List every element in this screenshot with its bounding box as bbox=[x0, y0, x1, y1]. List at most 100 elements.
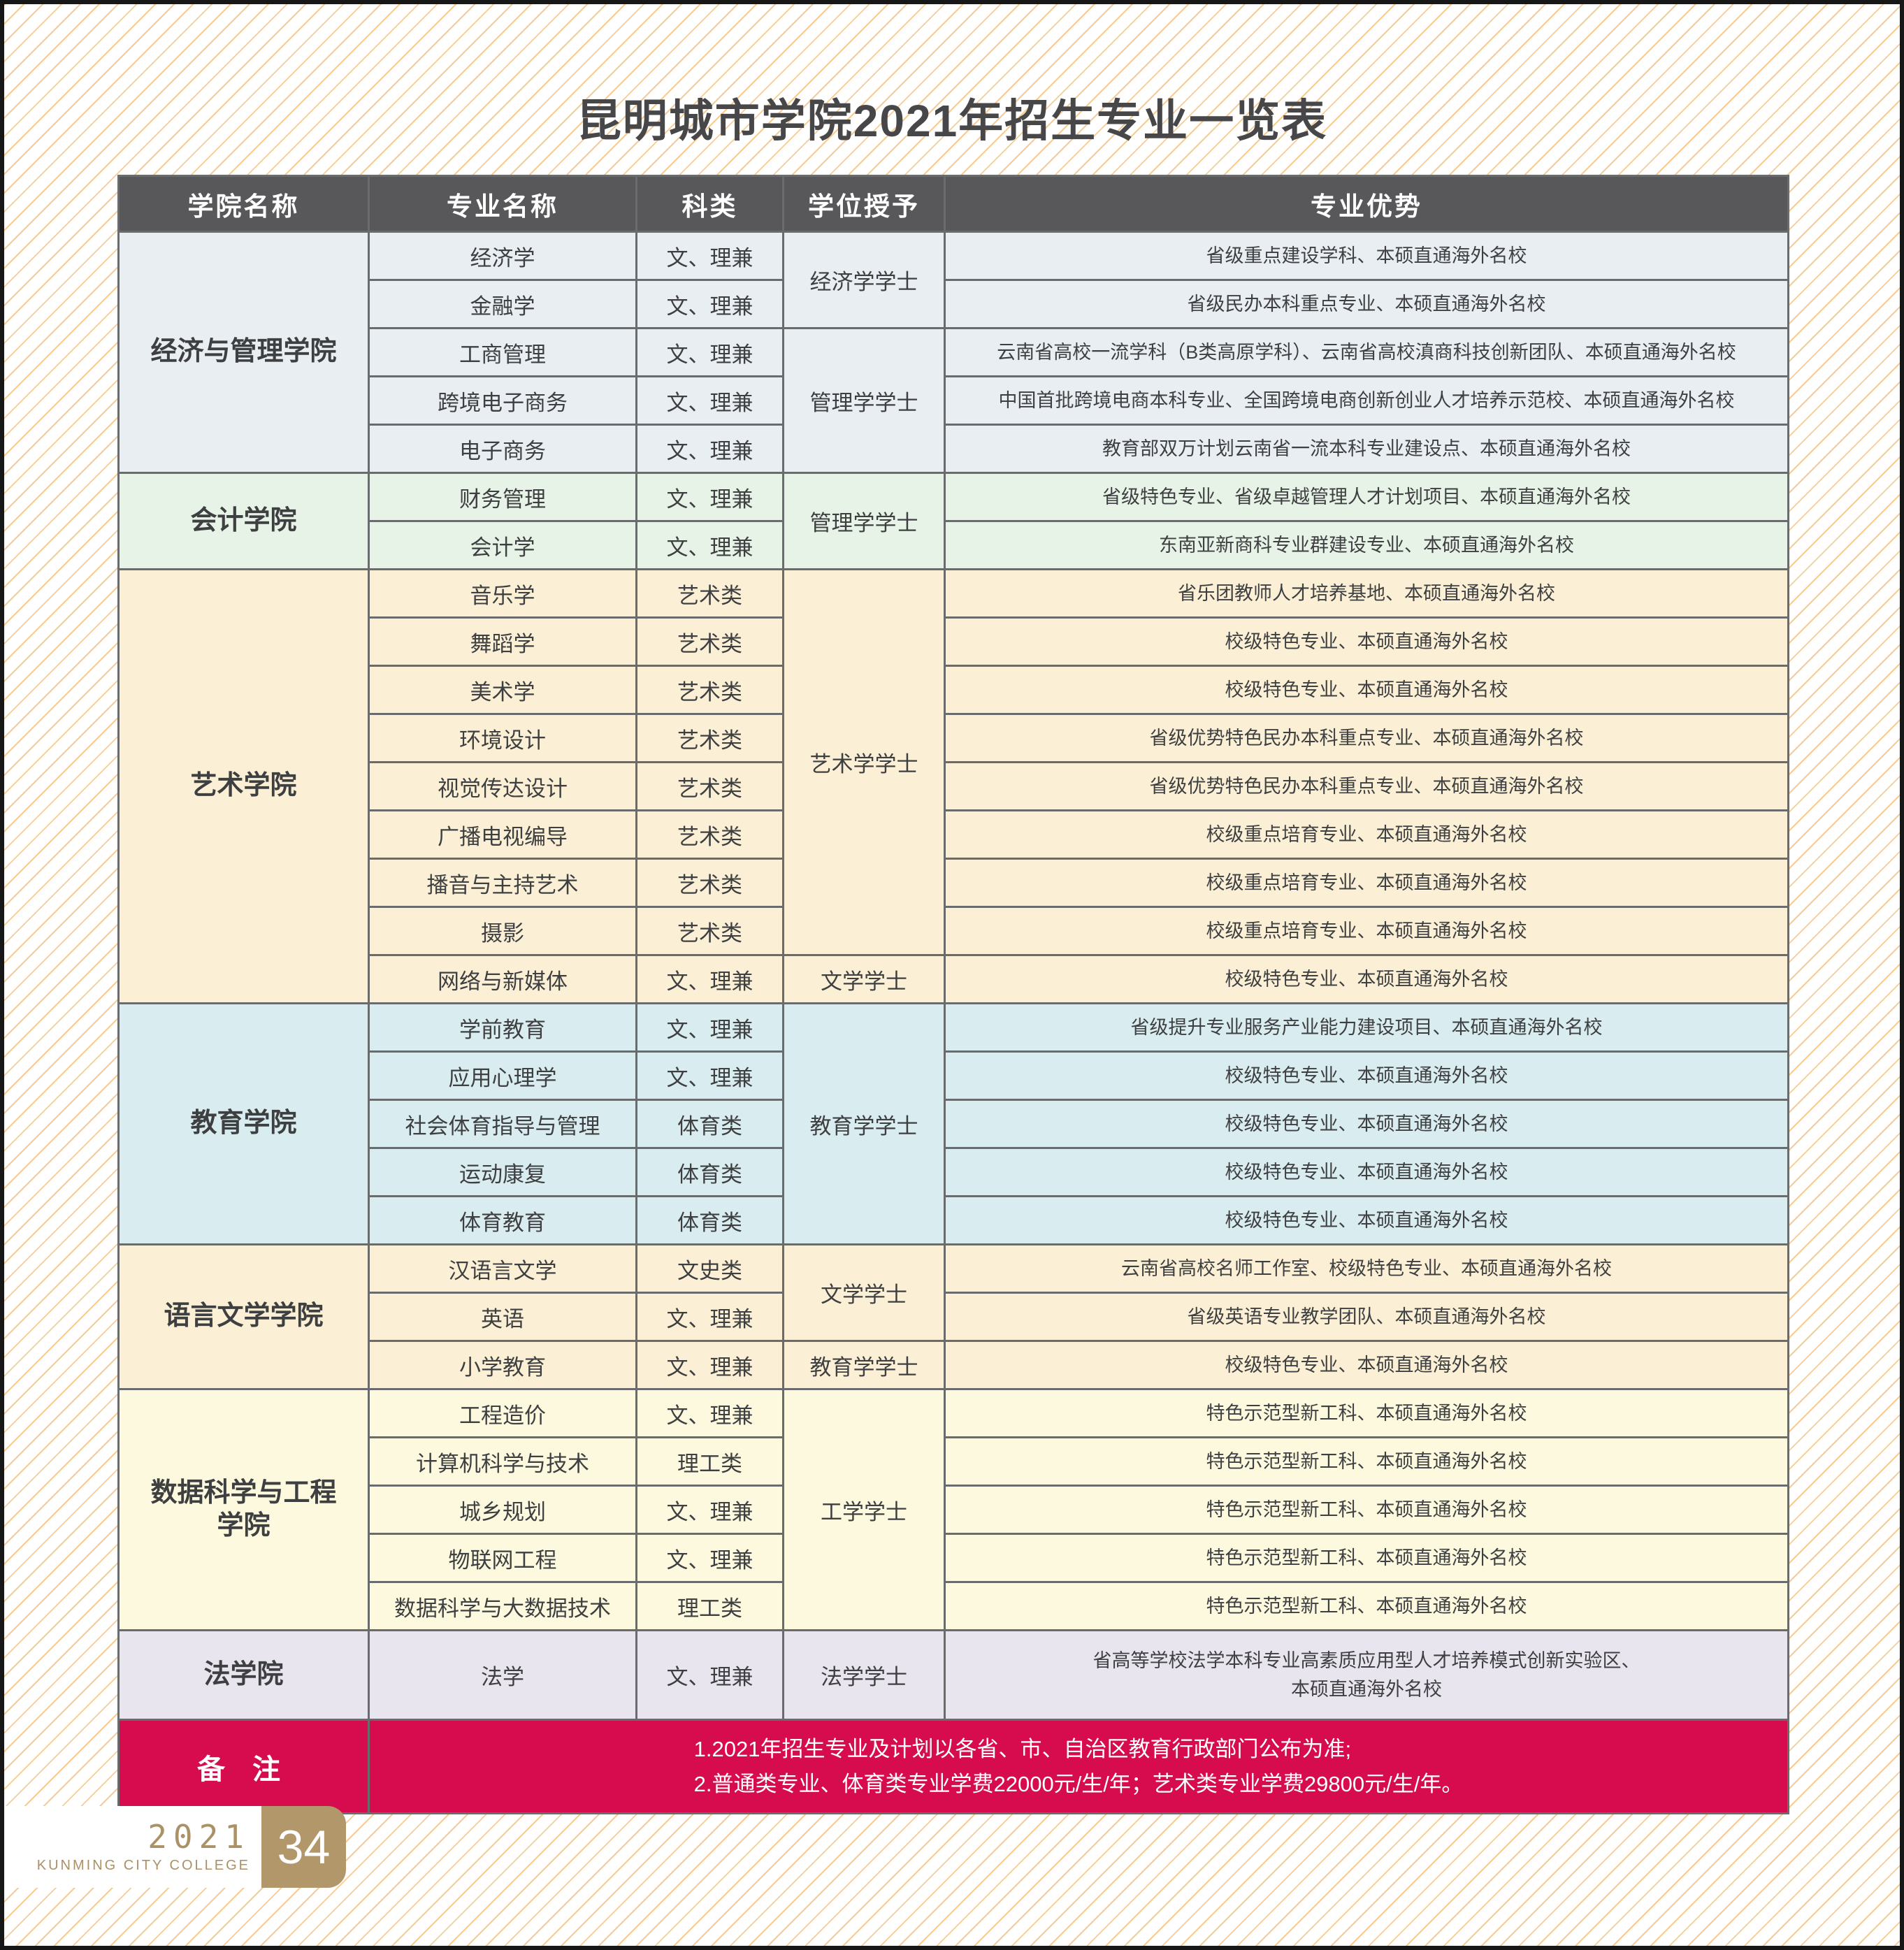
subject-category-cell: 文、理兼 bbox=[635, 279, 784, 329]
subject-category-cell: 体育类 bbox=[635, 1147, 784, 1197]
subject-category-cell: 文、理兼 bbox=[635, 1002, 784, 1053]
degree-cell: 文学学士 bbox=[782, 954, 946, 1004]
subject-category-cell: 理工类 bbox=[635, 1436, 784, 1487]
column-header: 专业名称 bbox=[368, 175, 637, 233]
table-row: 会计学院 财务管理 文、理兼 管理学学士 省级特色专业、省级卓越管理人才计划项目、本硕直… bbox=[117, 472, 1789, 570]
subject-category-cell: 文、理兼 bbox=[635, 231, 784, 281]
table-row: 舞蹈学 艺术类 校级特色专业、本硕直通海外名校 bbox=[119, 616, 1789, 667]
table-row: 英语 文、理兼 省级英语专业教学团队、本硕直通海外名校 bbox=[119, 1292, 1789, 1342]
advantage-cell: 云南省高校名师工作室、校级特色专业、本硕直通海外名校 bbox=[944, 1243, 1789, 1294]
major-name-cell: 工程造价 bbox=[368, 1388, 637, 1438]
major-name-cell: 数据科学与大数据技术 bbox=[368, 1581, 637, 1631]
advantage-cell: 校级特色专业、本硕直通海外名校 bbox=[944, 665, 1789, 715]
major-name-cell: 汉语言文学 bbox=[368, 1243, 637, 1294]
advantage-cell: 特色示范型新工科、本硕直通海外名校 bbox=[944, 1581, 1789, 1631]
table-row: 摄影 艺术类 校级重点培育专业、本硕直通海外名校 bbox=[119, 906, 1789, 956]
major-name-cell: 小学教育 bbox=[368, 1340, 637, 1390]
major-name-cell: 电子商务 bbox=[368, 424, 637, 474]
table-row: 美术学 艺术类 校级特色专业、本硕直通海外名校 bbox=[119, 665, 1789, 715]
table-row: 艺术学院 音乐学 艺术类 艺术学学士 省乐团教师人才培养基地、本硕直通海外名校 bbox=[117, 568, 1789, 1004]
degree-cell: 教育学学士 bbox=[782, 1002, 946, 1245]
subject-category-cell: 艺术类 bbox=[635, 568, 784, 619]
table-row: 数据科学与大数据技术 理工类 特色示范型新工科、本硕直通海外名校 bbox=[119, 1581, 1789, 1631]
major-name-cell: 应用心理学 bbox=[368, 1050, 637, 1101]
table-row: 金融学 文、理兼 省级民办本科重点专业、本硕直通海外名校 bbox=[119, 279, 1789, 329]
advantage-cell: 东南亚新商科专业群建设专业、本硕直通海外名校 bbox=[944, 520, 1789, 570]
degree-cell: 艺术学学士 bbox=[782, 568, 946, 956]
footer-brand: 2021 KUNMING CITY COLLEGE bbox=[4, 1806, 261, 1888]
page-number-badge: 34 bbox=[261, 1806, 346, 1888]
college-name-cell: 经济与管理学院 bbox=[117, 231, 370, 474]
major-name-cell: 法学 bbox=[368, 1629, 637, 1721]
major-name-cell: 播音与主持艺术 bbox=[368, 858, 637, 908]
college-name-cell: 法学院 bbox=[117, 1629, 370, 1721]
table-row: 语言文学学院 汉语言文学 文史类 文学学士 云南省高校名师工作室、校级特色专业、本硕直通… bbox=[117, 1243, 1789, 1390]
advantage-cell: 省级英语专业教学团队、本硕直通海外名校 bbox=[944, 1292, 1789, 1342]
college-name-cell: 教育学院 bbox=[117, 1002, 370, 1245]
subject-category-cell: 文、理兼 bbox=[635, 1533, 784, 1583]
subject-category-cell: 文、理兼 bbox=[635, 1629, 784, 1721]
table-row: 电子商务 文、理兼 教育部双万计划云南省一流本科专业建设点、本硕直通海外名校 bbox=[119, 424, 1789, 474]
degree-cell: 法学学士 bbox=[782, 1629, 946, 1721]
subject-category-cell: 艺术类 bbox=[635, 906, 784, 956]
degree-cell: 经济学学士 bbox=[782, 231, 946, 329]
advantage-cell: 校级特色专业、本硕直通海外名校 bbox=[944, 1340, 1789, 1390]
advantage-cell: 省级特色专业、省级卓越管理人才计划项目、本硕直通海外名校 bbox=[944, 472, 1789, 522]
remarks-row: 备 注 1.2021年招生专业及计划以各省、市、自治区教育行政部门公布为准; 2.普… bbox=[117, 1719, 1789, 1814]
major-name-cell: 财务管理 bbox=[368, 472, 637, 522]
subject-category-cell: 艺术类 bbox=[635, 858, 784, 908]
table-row: 社会体育指导与管理 体育类 校级特色专业、本硕直通海外名校 bbox=[119, 1099, 1789, 1149]
major-name-cell: 社会体育指导与管理 bbox=[368, 1099, 637, 1149]
table-row: 视觉传达设计 艺术类 省级优势特色民办本科重点专业、本硕直通海外名校 bbox=[119, 761, 1789, 811]
subject-category-cell: 艺术类 bbox=[635, 761, 784, 811]
degree-cell: 工学学士 bbox=[782, 1388, 946, 1631]
subject-category-cell: 文史类 bbox=[635, 1243, 784, 1294]
advantage-cell: 省级优势特色民办本科重点专业、本硕直通海外名校 bbox=[944, 713, 1789, 763]
table-row: 应用心理学 文、理兼 校级特色专业、本硕直通海外名校 bbox=[119, 1050, 1789, 1101]
subject-category-cell: 艺术类 bbox=[635, 809, 784, 860]
advantage-cell: 校级重点培育专业、本硕直通海外名校 bbox=[944, 906, 1789, 956]
college-name-cell: 艺术学院 bbox=[117, 568, 370, 1004]
major-name-cell: 舞蹈学 bbox=[368, 616, 637, 667]
major-name-cell: 音乐学 bbox=[368, 568, 637, 619]
advantage-cell: 校级特色专业、本硕直通海外名校 bbox=[944, 1195, 1789, 1245]
column-header: 科类 bbox=[635, 175, 784, 233]
table-header-row: 学院名称 专业名称 科类 学位授予 专业优势 bbox=[117, 175, 1789, 233]
advantage-cell: 校级重点培育专业、本硕直通海外名校 bbox=[944, 809, 1789, 860]
major-name-cell: 摄影 bbox=[368, 906, 637, 956]
advantage-cell: 校级特色专业、本硕直通海外名校 bbox=[944, 954, 1789, 1004]
major-name-cell: 广播电视编导 bbox=[368, 809, 637, 860]
advantage-cell: 特色示范型新工科、本硕直通海外名校 bbox=[944, 1388, 1789, 1438]
college-name-cell: 会计学院 bbox=[117, 472, 370, 570]
remarks-text: 1.2021年招生专业及计划以各省、市、自治区教育行政部门公布为准; 2.普通类专… bbox=[693, 1736, 1464, 1796]
major-name-cell: 会计学 bbox=[368, 520, 637, 570]
subject-category-cell: 文、理兼 bbox=[635, 472, 784, 522]
page-title: 昆明城市学院2021年招生专业一览表 bbox=[576, 96, 1328, 146]
college-name-cell: 数据科学与工程 学院 bbox=[117, 1388, 370, 1631]
advantage-cell: 特色示范型新工科、本硕直通海外名校 bbox=[944, 1436, 1789, 1487]
major-name-cell: 英语 bbox=[368, 1292, 637, 1342]
subject-category-cell: 文、理兼 bbox=[635, 327, 784, 377]
major-name-cell: 体育教育 bbox=[368, 1195, 637, 1245]
subject-category-cell: 文、理兼 bbox=[635, 424, 784, 474]
page-footer: 2021 KUNMING CITY COLLEGE 34 bbox=[4, 1806, 346, 1888]
advantage-cell: 省级重点建设学科、本硕直通海外名校 bbox=[944, 231, 1789, 281]
subject-category-cell: 文、理兼 bbox=[635, 954, 784, 1004]
advantage-cell: 省高等学校法学本科专业高素质应用型人才培养模式创新实验区、 本硕直通海外名校 bbox=[944, 1629, 1789, 1721]
degree-cell: 教育学学士 bbox=[782, 1340, 946, 1390]
column-header: 学院名称 bbox=[117, 175, 370, 233]
major-name-cell: 物联网工程 bbox=[368, 1533, 637, 1583]
majors-table: 学院名称 专业名称 科类 学位授予 专业优势 经济与管理学院 经济学 文、理兼 经济学学士 省级… bbox=[117, 175, 1789, 1814]
subject-category-cell: 体育类 bbox=[635, 1195, 784, 1245]
subject-category-cell: 文、理兼 bbox=[635, 1050, 784, 1101]
table-row: 播音与主持艺术 艺术类 校级重点培育专业、本硕直通海外名校 bbox=[119, 858, 1789, 908]
table-row: 数据科学与工程 学院 工程造价文、理兼 工学学士 特色示范型新工科、本硕直通海外名校 bbox=[117, 1388, 1789, 1631]
advantage-cell: 省乐团教师人才培养基地、本硕直通海外名校 bbox=[944, 568, 1789, 619]
major-name-cell: 美术学 bbox=[368, 665, 637, 715]
table-row: 教育学院 学前教育 文、理兼 教育学学士 省级提升专业服务产业能力建设项目、本硕直通海外… bbox=[117, 1002, 1789, 1245]
major-name-cell: 金融学 bbox=[368, 279, 637, 329]
major-name-cell: 视觉传达设计 bbox=[368, 761, 637, 811]
advantage-cell: 校级特色专业、本硕直通海外名校 bbox=[944, 1147, 1789, 1197]
subject-category-cell: 文、理兼 bbox=[635, 520, 784, 570]
advantage-cell: 中国首批跨境电商本科专业、全国跨境电商创新创业人才培养示范校、本硕直通海外名校 bbox=[944, 375, 1789, 426]
